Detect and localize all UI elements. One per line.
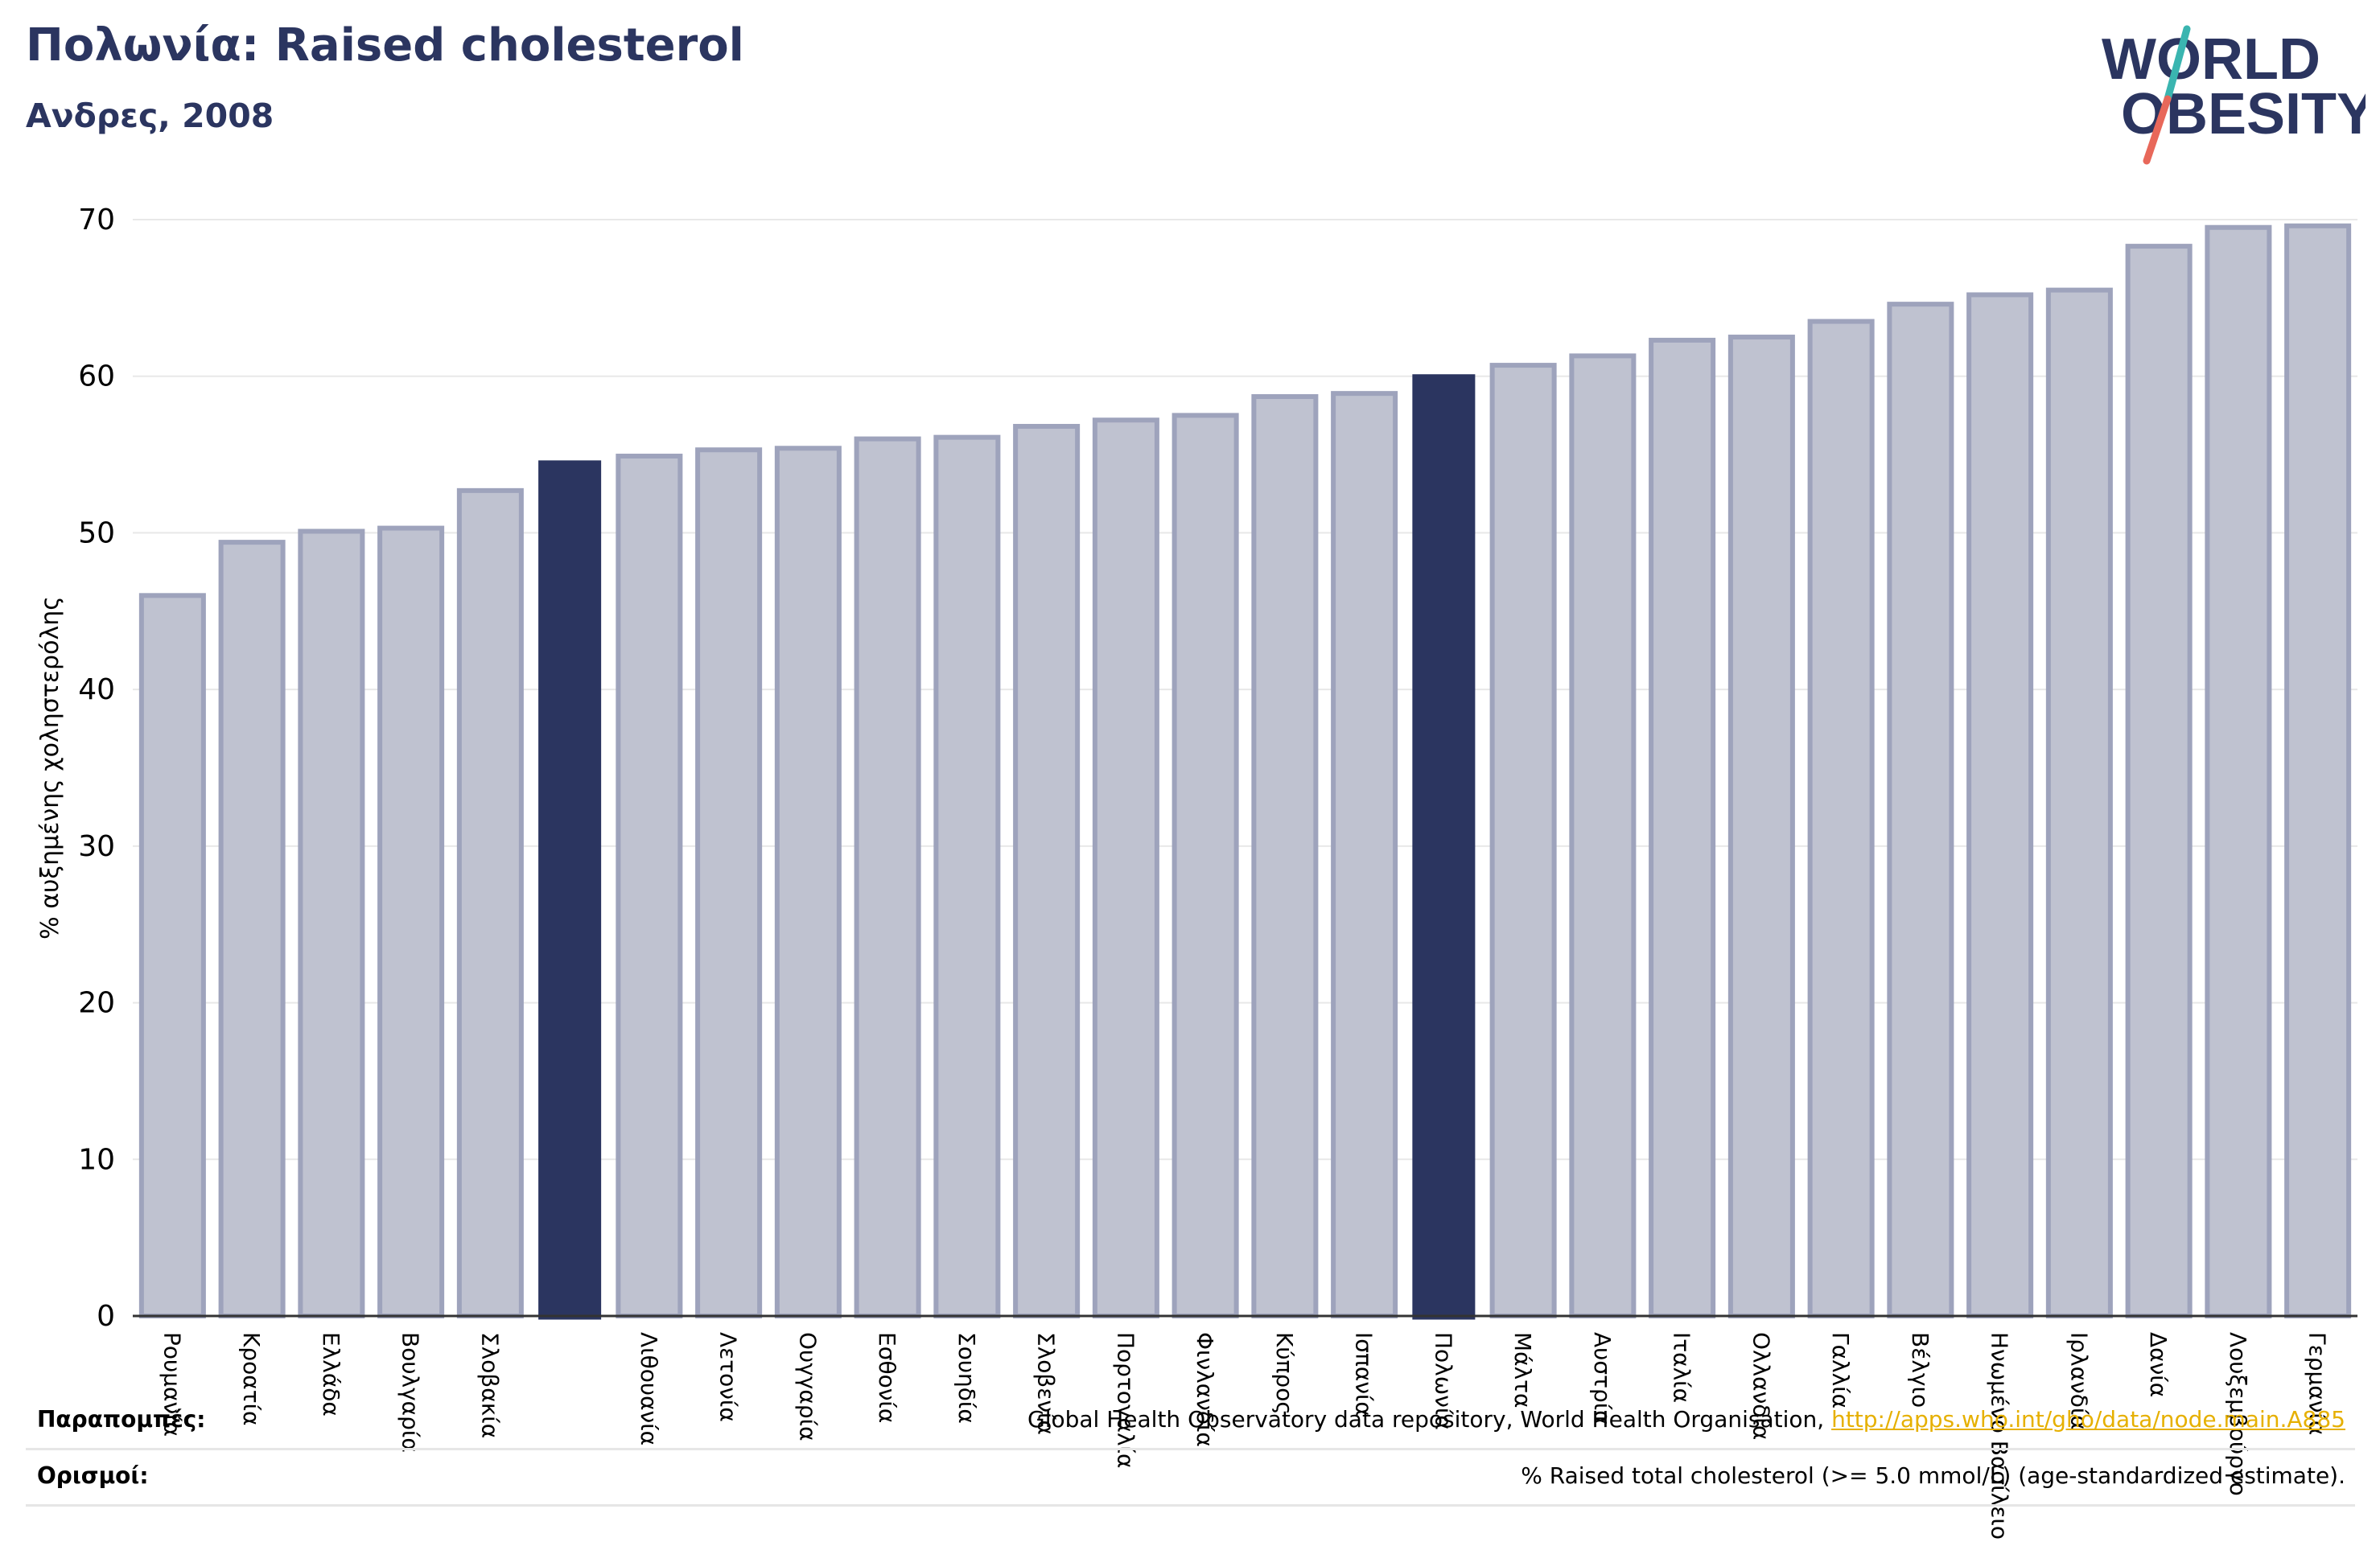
y-tick-label: 30 xyxy=(78,830,115,863)
x-tick-label: Κύπρος xyxy=(1271,1332,1298,1415)
bar xyxy=(854,436,921,1318)
bar xyxy=(1727,335,1795,1318)
bar-highlighted xyxy=(1412,374,1476,1320)
sources-label: Παραπομπές: xyxy=(37,1406,206,1433)
x-tick-label: Βέλγιο xyxy=(1907,1332,1933,1408)
bar xyxy=(774,446,842,1318)
definitions-row: Ορισμοί: % Raised total cholesterol (>= … xyxy=(26,1448,2355,1507)
y-tick-label: 50 xyxy=(78,516,115,549)
bar xyxy=(1887,302,1954,1318)
chart-subtitle: Ανδρες, 2008 xyxy=(26,97,274,135)
x-tick-label: Ιταλία xyxy=(1669,1332,1695,1403)
x-tick-label: Σουηδία xyxy=(953,1332,980,1424)
logo-world-text: WORLD xyxy=(2102,27,2320,92)
x-tick-label: Ελλάδα xyxy=(318,1332,344,1417)
y-tick-label: 0 xyxy=(97,1300,115,1333)
bar-highlighted xyxy=(538,460,602,1320)
bar xyxy=(377,525,445,1318)
x-tick-label: Ολλανδία xyxy=(1748,1332,1774,1440)
x-tick-label: Πολωνία xyxy=(1430,1332,1456,1430)
x-tick-label: Ιρλανδία xyxy=(2065,1332,2092,1430)
y-tick-label: 60 xyxy=(78,360,115,393)
bar xyxy=(616,454,683,1318)
x-tick-label: Λιθουανία xyxy=(636,1332,662,1445)
x-tick-label: Δανία xyxy=(2145,1332,2172,1397)
bar xyxy=(1331,391,1398,1319)
x-tick-label: Ουγγαρία xyxy=(794,1332,821,1441)
bar xyxy=(298,528,365,1318)
world-obesity-logo: WORLD OBESITY xyxy=(2102,25,2366,165)
x-tick-label: Σλοβενία xyxy=(1033,1332,1060,1435)
y-tick-label: 10 xyxy=(78,1143,115,1176)
bar xyxy=(138,593,206,1318)
x-tick-label: Φινλανδία xyxy=(1192,1332,1218,1447)
bar xyxy=(1171,413,1239,1319)
y-tick-label: 40 xyxy=(78,673,115,706)
bar xyxy=(2205,224,2272,1318)
x-tick-label: Εσθονία xyxy=(874,1332,900,1423)
bar xyxy=(695,447,763,1318)
sources-text: Global Health Observatory data repositor… xyxy=(1027,1406,2345,1433)
x-tick-label: Αυστρία xyxy=(1589,1332,1616,1425)
logo-teal-slash xyxy=(2164,25,2191,103)
y-axis-label: % αυξημένης χοληστερόλης xyxy=(36,596,64,940)
x-tick-label: Γερμανία xyxy=(2304,1332,2331,1435)
bar xyxy=(2045,287,2113,1318)
x-tick-label: Γαλλία xyxy=(1827,1332,1854,1408)
bar xyxy=(1569,353,1637,1318)
x-tick-label: Σλοβακία xyxy=(476,1332,503,1438)
bar xyxy=(1966,292,2034,1318)
bar xyxy=(1489,363,1557,1319)
definitions-label: Ορισμοί: xyxy=(37,1462,149,1489)
sources-row: Παραπομπές: Global Health Observatory da… xyxy=(26,1392,2355,1450)
sources-link[interactable]: http://apps.who.int/gho/data/node.main.A… xyxy=(1831,1406,2345,1433)
bar xyxy=(456,487,524,1318)
x-tick-label: Λετονία xyxy=(715,1332,742,1422)
x-tick-label: Λουξεμβούργο xyxy=(2225,1332,2251,1496)
x-tick-label: Ρουμανία xyxy=(159,1332,185,1437)
logo-coral-slash xyxy=(2143,95,2172,165)
bar xyxy=(2284,223,2352,1318)
x-tick-label: Ισπανία xyxy=(1351,1332,1377,1417)
x-tick-label: Πορτογαλία xyxy=(1112,1332,1139,1468)
bar xyxy=(1092,417,1159,1319)
bar xyxy=(1807,319,1875,1318)
definitions-text: % Raised total cholesterol (>= 5.0 mmol/… xyxy=(1521,1462,2345,1489)
bar xyxy=(933,434,1001,1318)
x-tick-label: Μάλτα xyxy=(1509,1332,1536,1408)
sources-citation: Global Health Observatory data repositor… xyxy=(1027,1406,1832,1433)
x-tick-label: Κροατία xyxy=(238,1332,265,1426)
bar xyxy=(218,540,286,1318)
bar xyxy=(1013,424,1081,1318)
x-tick-label: Βουλγαρία xyxy=(397,1332,424,1453)
bar xyxy=(1251,394,1319,1319)
y-tick-label: 70 xyxy=(78,204,115,236)
bar xyxy=(1649,337,1716,1318)
chart-title: Πολωνία: Raised cholesterol xyxy=(26,19,744,72)
y-tick-label: 20 xyxy=(78,987,115,1020)
bar xyxy=(2125,244,2193,1318)
